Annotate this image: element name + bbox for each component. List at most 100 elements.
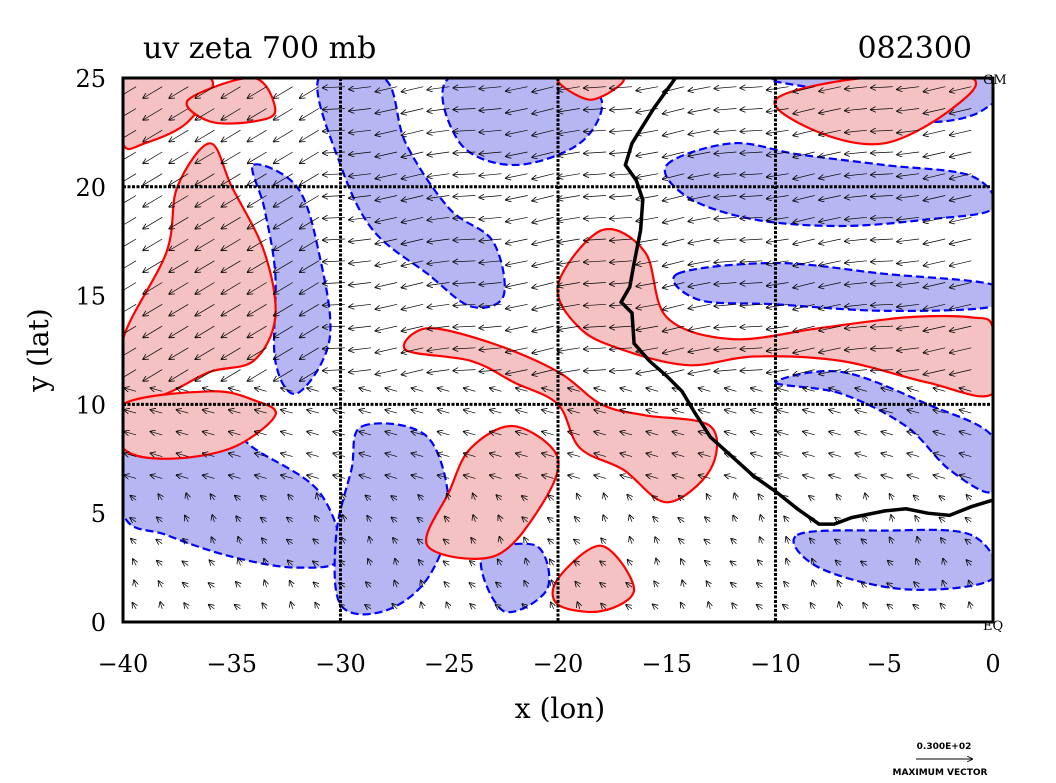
wind-vector [908, 410, 920, 413]
wind-vector [151, 432, 163, 435]
wind-vector [418, 495, 423, 500]
wind-vector [809, 496, 815, 500]
wind-vector [819, 129, 841, 135]
wind-vector [897, 370, 920, 373]
wind-vector [793, 369, 815, 375]
wind-vector [584, 196, 606, 197]
wind-vector [542, 453, 554, 456]
wind-vector [731, 561, 737, 565]
wind-vector [516, 432, 528, 435]
wind-vector [767, 130, 789, 133]
wind-vector [741, 152, 763, 153]
wind-vector [368, 559, 371, 566]
wind-vector [300, 86, 319, 98]
wind-vector [943, 581, 946, 588]
wind-vector [428, 130, 450, 133]
wind-vector [620, 453, 633, 456]
wind-vector [767, 326, 789, 329]
wind-vector [222, 216, 241, 228]
wind-vector [391, 496, 398, 500]
wind-vector [184, 603, 188, 610]
wind-vector [663, 108, 685, 114]
wind-vector [453, 370, 476, 371]
wind-vector [500, 537, 502, 544]
wind-vector [734, 493, 736, 501]
wind-vector [196, 151, 215, 163]
wind-vector [428, 304, 450, 307]
wind-vector [349, 87, 372, 90]
wind-vector [151, 453, 163, 456]
wind-vector [558, 195, 580, 200]
wind-vector [924, 260, 946, 266]
wind-vector [453, 261, 476, 262]
wind-vector [274, 173, 293, 185]
wind-vector [123, 151, 137, 163]
wind-vector [908, 432, 920, 435]
wind-vector [835, 540, 842, 544]
wind-vector [705, 517, 710, 522]
wind-vector [610, 217, 633, 219]
wind-vector [123, 86, 137, 98]
wind-vector [185, 516, 188, 523]
wind-vector [584, 109, 606, 110]
negative-vorticity-region [663, 141, 993, 228]
wind-vector [819, 216, 841, 222]
wind-vector [810, 539, 815, 544]
wind-vector [143, 282, 163, 294]
wind-vector [784, 582, 789, 587]
wind-vector [359, 475, 372, 478]
wind-vector [480, 370, 502, 372]
wind-vector [663, 216, 685, 222]
wind-vector [248, 260, 267, 272]
wind-vector [196, 108, 215, 120]
wind-vector [158, 494, 162, 501]
wind-vector [453, 174, 476, 175]
wind-vector [169, 369, 189, 381]
wind-vector [419, 560, 424, 565]
coastline [618, 78, 993, 526]
wind-vector [871, 174, 894, 175]
wind-vector [803, 388, 815, 391]
wind-vector [741, 348, 763, 349]
wind-vector [626, 605, 633, 609]
wind-vector [274, 303, 293, 315]
wind-vector [960, 475, 972, 478]
y-tick-label: 20 [75, 174, 106, 202]
wind-vector [490, 453, 502, 456]
wind-vector [950, 108, 972, 114]
wind-vector [248, 129, 267, 141]
wind-vector [542, 432, 554, 435]
wind-vector [386, 475, 398, 478]
wind-vector [548, 496, 553, 501]
wind-vector [349, 174, 372, 177]
wind-vector [402, 108, 424, 114]
wind-vector [169, 238, 189, 250]
wind-vector [934, 432, 946, 435]
wind-vector [881, 432, 894, 435]
wind-vector [222, 151, 241, 163]
wind-vector [647, 475, 659, 478]
wind-vector [376, 173, 398, 179]
wind-vector [793, 325, 815, 331]
wind-vector [845, 261, 867, 263]
wind-vector [453, 130, 476, 131]
wind-vector [392, 518, 398, 522]
wind-vector [169, 86, 189, 98]
wind-vector [950, 369, 972, 375]
wind-vector [238, 559, 241, 566]
wind-vector [836, 561, 841, 566]
wind-vector [524, 538, 528, 544]
wind-vector [438, 432, 450, 435]
wind-vector [620, 475, 633, 478]
wind-vector [689, 129, 711, 134]
x-tick-label: −30 [315, 650, 366, 678]
wind-vector [281, 388, 293, 391]
wind-vector [183, 583, 189, 587]
wind-vector [212, 515, 214, 523]
wind-vector [819, 282, 841, 288]
wind-vector [274, 129, 293, 141]
wind-vector [871, 348, 894, 349]
wind-vector [376, 108, 398, 114]
wind-vector [248, 151, 267, 163]
wind-vector [916, 559, 919, 566]
